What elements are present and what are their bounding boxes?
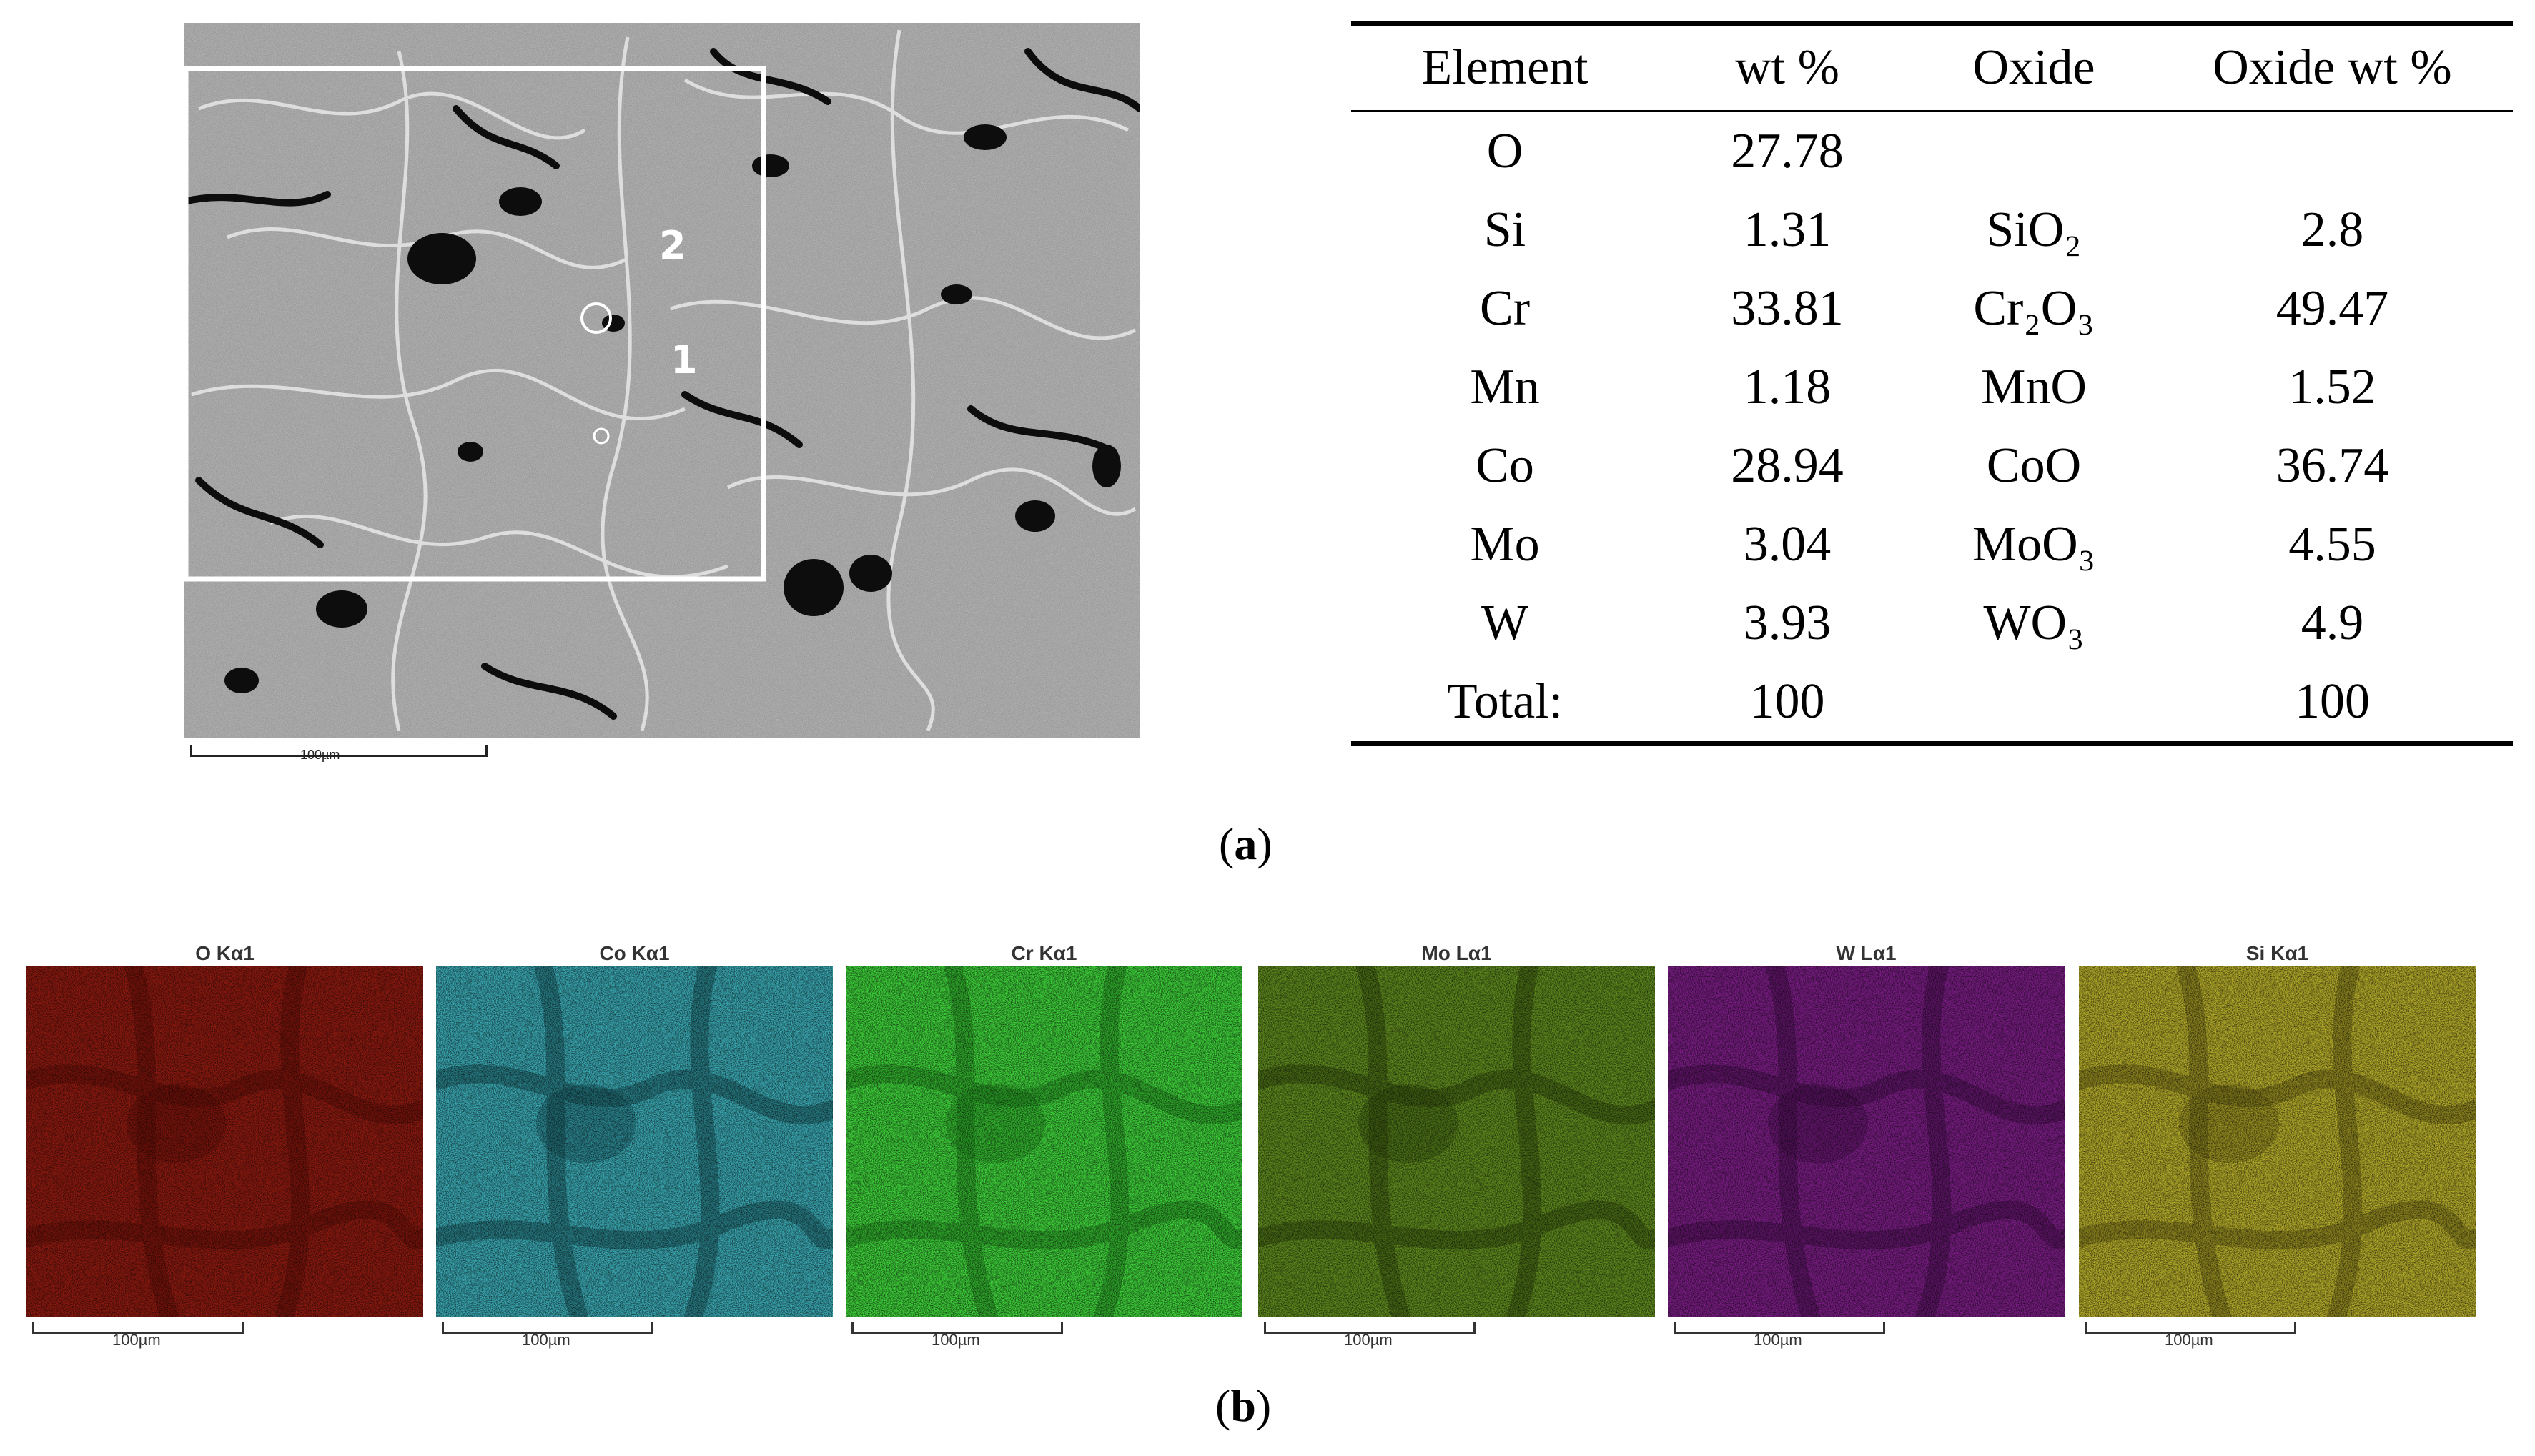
cell-oxide: CoO (1986, 438, 2082, 493)
map-scale-label: 100µm (112, 1331, 161, 1349)
sem-scale-label: 100µm (300, 748, 340, 762)
map-scale-label: 100µm (1754, 1331, 1802, 1349)
header-wt: wt % (1659, 21, 1916, 112)
caption-b-letter: b (1230, 1380, 1256, 1431)
cell-element: O (1486, 124, 1523, 179)
map-title: Mo Lα1 (1421, 942, 1492, 964)
cell-oxide-wt (2152, 112, 2513, 192)
cell-element: Mo (1470, 517, 1540, 572)
elemental-map (1668, 966, 2065, 1317)
cell-oxide-wt: 36.74 (2275, 438, 2389, 493)
table-row-total: Total: 100 100 (1351, 663, 2513, 746)
map-title: O Kα1 (195, 942, 255, 964)
cell-oxide-wt: 2.8 (2301, 202, 2364, 257)
cell-oxide: MnO (1981, 360, 2087, 415)
caption-a-letter: a (1234, 818, 1257, 869)
caption-b: (b) (1215, 1380, 1272, 1431)
elemental-map (436, 966, 833, 1317)
composition-table: Element wt % Oxide Oxide wt % O 27.78 Si… (1351, 21, 2513, 746)
elemental-map (2079, 966, 2476, 1317)
sem-marker-1: 1 (671, 337, 698, 382)
sem-scale-bar (190, 745, 488, 757)
cell-oxide-wt: 1.52 (2288, 360, 2376, 415)
cell-wt: 28.94 (1731, 438, 1844, 493)
table-row: Si 1.31 SiO₂ 2.8 (1351, 191, 2513, 269)
cell-element: Co (1476, 438, 1534, 493)
cell-oxide (1916, 112, 2152, 192)
cell-oxide (1916, 663, 2152, 746)
elemental-map (1258, 966, 1655, 1317)
map-scale-bar (2085, 1322, 2296, 1334)
cell-oxide-wt: 100 (2152, 663, 2513, 746)
map-scale-label: 100µm (2165, 1331, 2213, 1349)
cell-element: Total: (1351, 663, 1659, 746)
header-element: Element (1351, 21, 1659, 112)
cell-element: Cr (1480, 281, 1530, 336)
cell-wt: 1.31 (1743, 202, 1832, 257)
table-row: Cr 33.81 Cr₂O₃ 49.47 (1351, 269, 2513, 348)
cell-element: W (1481, 595, 1529, 650)
map-scale-bar (442, 1322, 653, 1334)
cell-oxide-wt: 4.9 (2301, 595, 2364, 650)
cell-oxide: Cr₂O₃ (1973, 281, 2095, 336)
map-scale-bar (851, 1322, 1063, 1334)
cell-element: Si (1483, 202, 1526, 257)
sem-marker-2: 2 (659, 223, 686, 268)
cell-wt: 3.93 (1743, 595, 1832, 650)
map-title: Cr Kα1 (1011, 942, 1077, 964)
map-scale-bar (1674, 1322, 1885, 1334)
cell-oxide-wt: 49.47 (2275, 281, 2389, 336)
map-scale-bar (1264, 1322, 1476, 1334)
header-oxide-wt: Oxide wt % (2152, 21, 2513, 112)
table-row: Mn 1.18 MnO 1.52 (1351, 348, 2513, 427)
header-oxide: Oxide (1916, 21, 2152, 112)
map-scale-label: 100µm (1344, 1331, 1393, 1349)
cell-element: Mn (1470, 360, 1540, 415)
map-title: Si Kα1 (2245, 942, 2309, 964)
table-row: O 27.78 (1351, 112, 2513, 192)
cell-wt: 1.18 (1743, 360, 1832, 415)
map-scale-label: 100µm (522, 1331, 570, 1349)
map-scale-label: 100µm (932, 1331, 980, 1349)
cell-oxide: WO₃ (1983, 595, 2085, 650)
table-row: W 3.93 WO₃ 4.9 (1351, 584, 2513, 663)
map-title: W Lα1 (1836, 942, 1897, 964)
cell-oxide-wt: 4.55 (2288, 517, 2376, 572)
elemental-map (26, 966, 423, 1317)
elemental-map (846, 966, 1242, 1317)
cell-wt: 3.04 (1743, 517, 1832, 572)
table-header-row: Element wt % Oxide Oxide wt % (1351, 21, 2513, 112)
sem-micrograph: 2 1 (184, 23, 1140, 738)
table-row: Co 28.94 CoO 36.74 (1351, 427, 2513, 505)
map-title: Co Kα1 (599, 942, 670, 964)
table-row: Mo 3.04 MoO₃ 4.55 (1351, 505, 2513, 584)
cell-wt: 27.78 (1731, 124, 1844, 179)
caption-a: (a) (1219, 818, 1273, 869)
cell-wt: 33.81 (1731, 281, 1844, 336)
cell-wt: 100 (1659, 663, 1916, 746)
cell-oxide: SiO₂ (1986, 202, 2082, 257)
map-scale-bar (32, 1322, 244, 1334)
cell-oxide: MoO₃ (1972, 517, 2096, 572)
